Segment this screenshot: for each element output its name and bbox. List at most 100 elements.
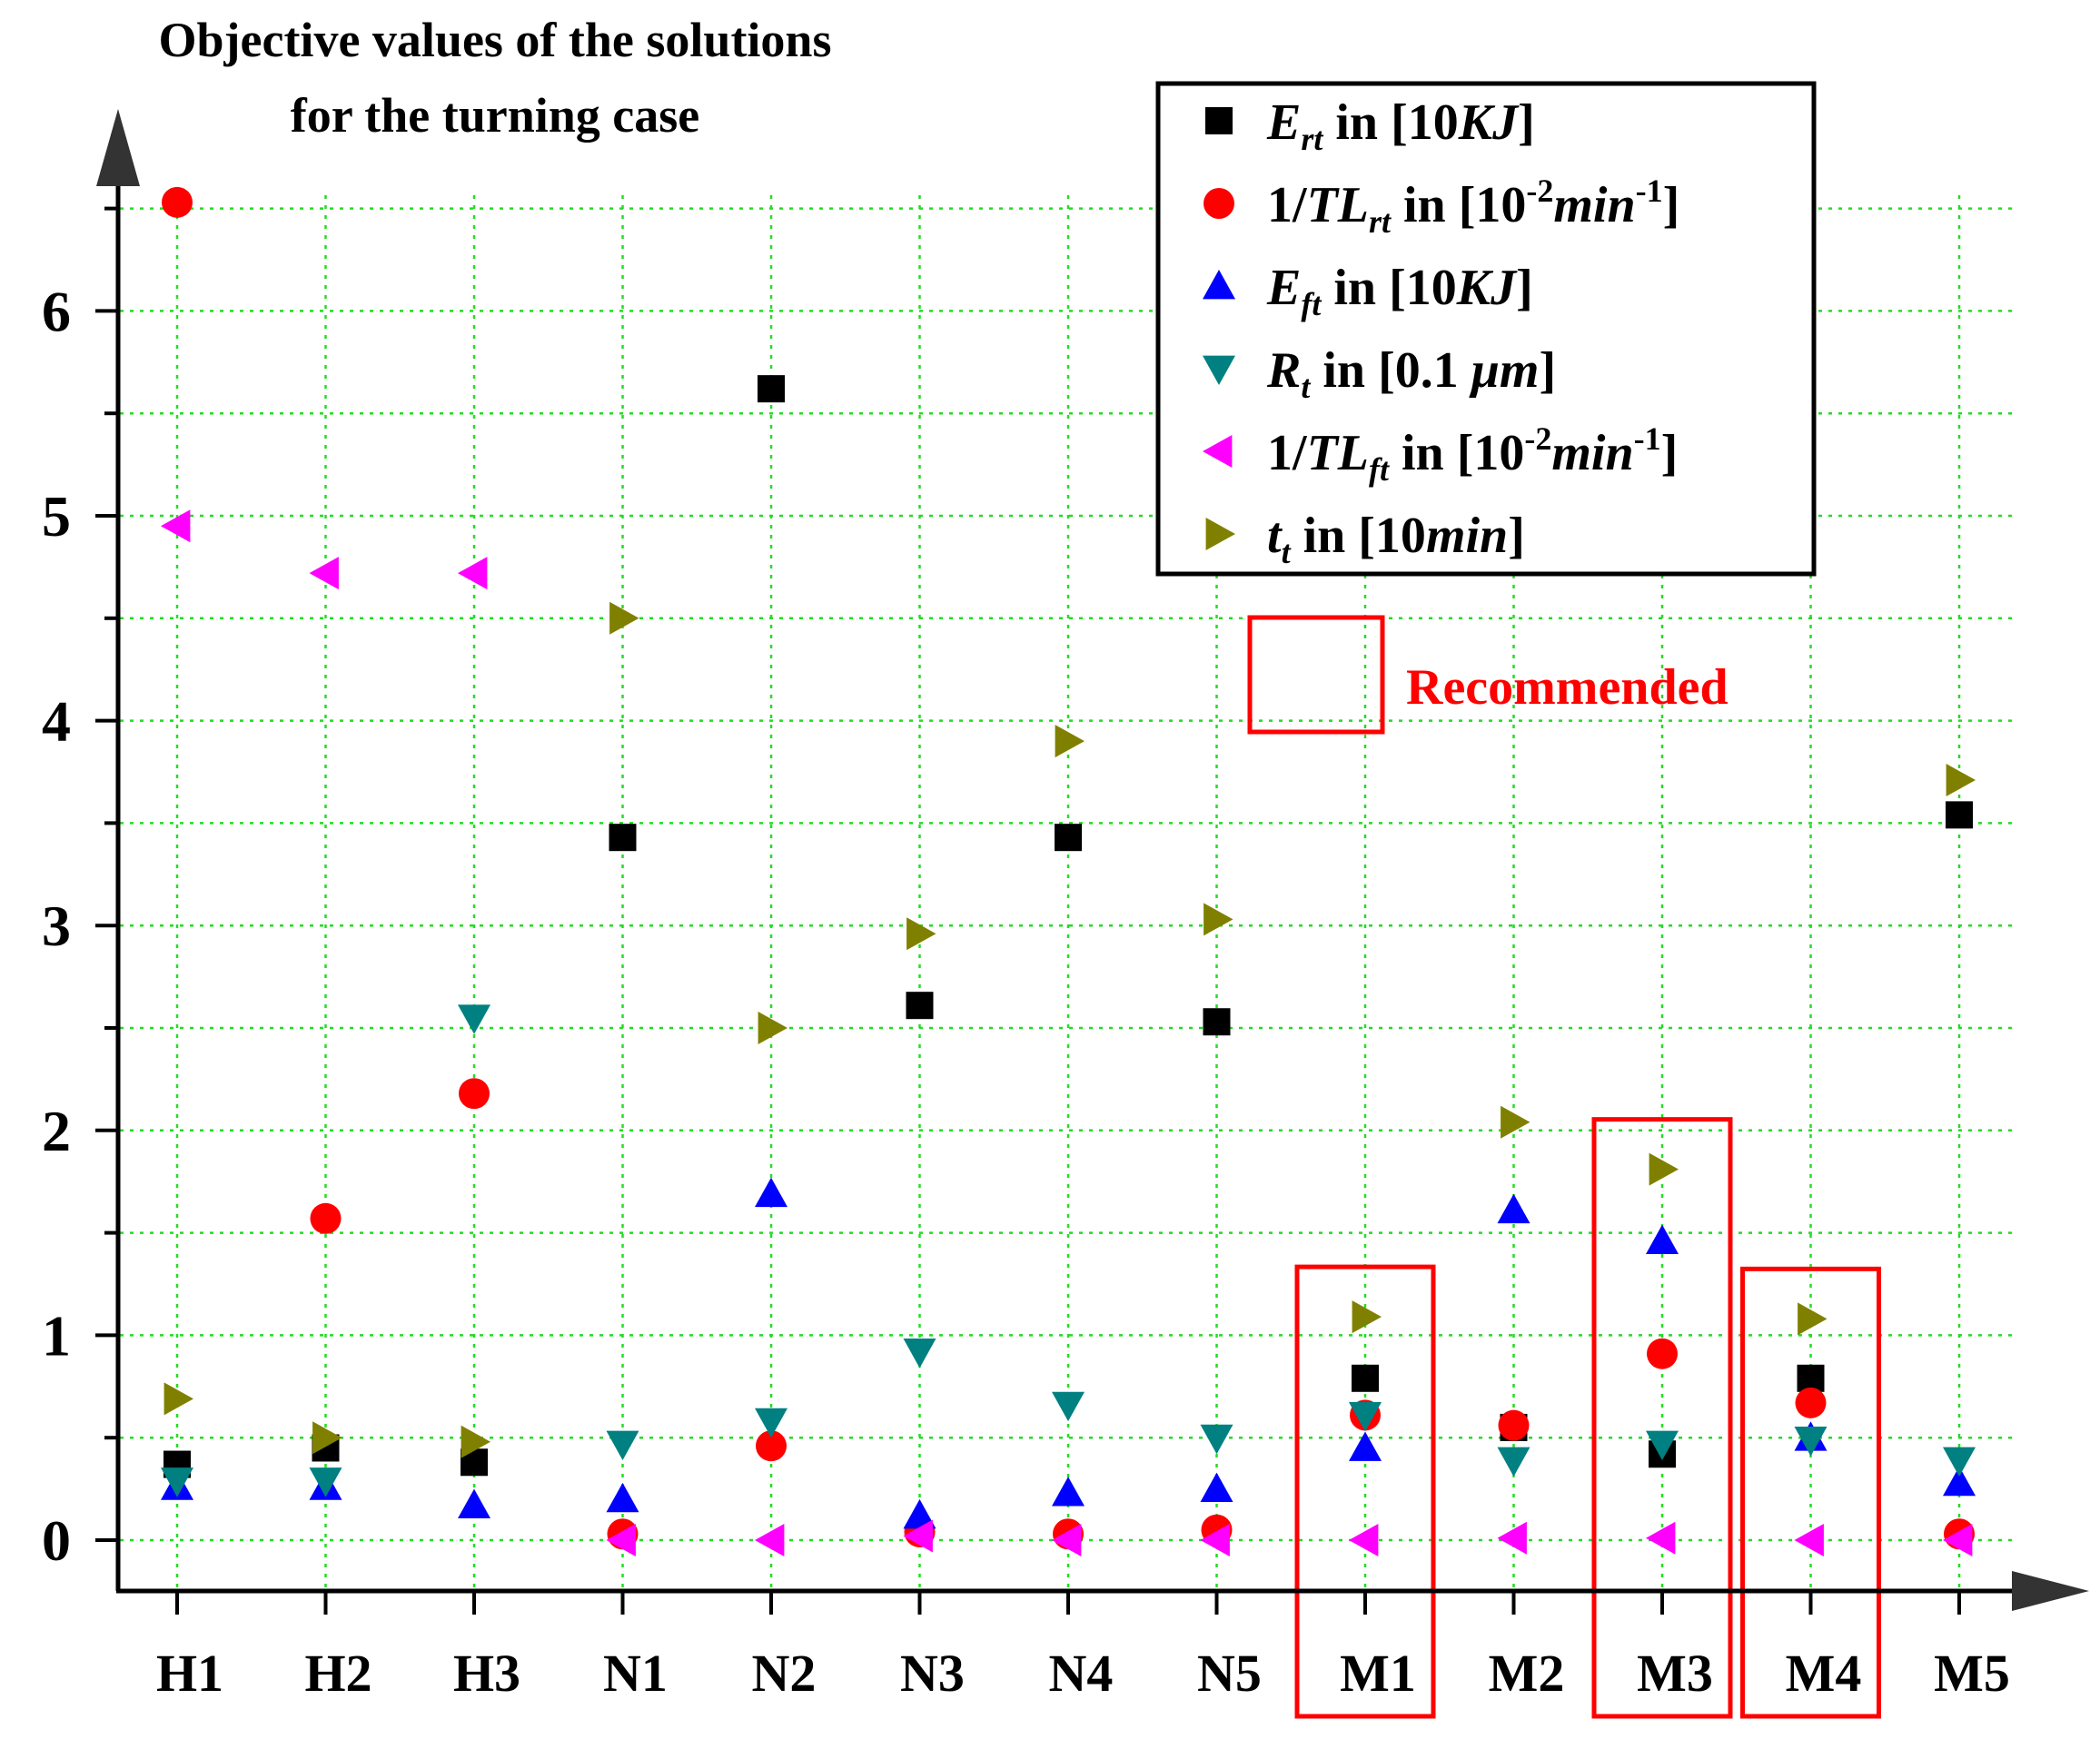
point-s6-m5 bbox=[1946, 764, 1976, 797]
point-s3-m2 bbox=[1497, 1193, 1530, 1224]
x-tick-label-n4: N4 bbox=[1049, 1644, 1114, 1703]
recommended-boxes bbox=[1294, 1117, 1881, 1719]
x-tick-label-m1: M1 bbox=[1340, 1644, 1416, 1703]
point-s1-n2 bbox=[758, 375, 785, 403]
point-s6-n5 bbox=[1204, 903, 1233, 936]
point-s4-m4 bbox=[1794, 1427, 1828, 1457]
point-s1-m5 bbox=[1946, 801, 1973, 829]
point-s3-n5 bbox=[1200, 1472, 1233, 1502]
y-tick-label: 0 bbox=[42, 1508, 71, 1573]
point-s4-m5 bbox=[1943, 1447, 1976, 1477]
recommended-box-m3 bbox=[1591, 1117, 1733, 1719]
point-s6-n1 bbox=[609, 601, 639, 635]
x-tick-label-m5: M5 bbox=[1934, 1644, 2010, 1703]
x-tick-label-n5: N5 bbox=[1197, 1644, 1262, 1703]
point-s1-n5 bbox=[1203, 1008, 1231, 1036]
x-tick-label-h2: H2 bbox=[304, 1644, 371, 1703]
legend-label-1: Ert in [10KJ] bbox=[1266, 94, 1535, 157]
point-s5-m5 bbox=[1943, 1524, 1973, 1556]
y-tick-label: 2 bbox=[42, 1099, 71, 1163]
point-s6-m4 bbox=[1798, 1302, 1828, 1336]
point-s4-m2 bbox=[1497, 1447, 1530, 1477]
point-s2-m4 bbox=[1795, 1387, 1827, 1418]
point-s6-n2 bbox=[758, 1012, 788, 1044]
point-s5-n3 bbox=[903, 1519, 933, 1553]
y-ticks: 0 1 2 3 4 5 6 bbox=[42, 206, 118, 1573]
point-s4-m3 bbox=[1646, 1430, 1679, 1460]
point-s3-n2 bbox=[755, 1177, 788, 1208]
legend-marker-6 bbox=[1205, 518, 1235, 550]
x-tick-label-m2: M2 bbox=[1489, 1644, 1565, 1703]
point-s5-h1 bbox=[161, 509, 191, 543]
point-s6-m2 bbox=[1501, 1105, 1530, 1139]
point-s3-m3 bbox=[1646, 1224, 1679, 1255]
point-s1-n3 bbox=[906, 992, 934, 1020]
y-axis-arrow bbox=[96, 109, 140, 186]
point-s2-h2 bbox=[310, 1202, 342, 1234]
point-s3-n3 bbox=[903, 1498, 936, 1529]
point-s5-h2 bbox=[309, 557, 339, 590]
point-s3-h3 bbox=[458, 1488, 490, 1519]
legend-label-4: Rt in [0.1 μm] bbox=[1266, 342, 1556, 405]
x-tick-label-m4: M4 bbox=[1786, 1644, 1862, 1703]
legend-marker-5 bbox=[1203, 435, 1233, 468]
y-tick-label: 6 bbox=[42, 279, 71, 343]
point-s3-m1 bbox=[1349, 1431, 1382, 1461]
axes bbox=[96, 109, 2089, 1611]
point-s3-n1 bbox=[606, 1482, 639, 1513]
point-s2-h1 bbox=[162, 186, 193, 218]
point-s6-n3 bbox=[906, 917, 936, 951]
point-s6-m3 bbox=[1649, 1152, 1679, 1186]
point-s6-h3 bbox=[461, 1425, 490, 1458]
legend-box bbox=[1155, 81, 1817, 577]
point-s4-h2 bbox=[309, 1467, 342, 1497]
point-s4-m1 bbox=[1349, 1401, 1382, 1432]
recommended-label: Recommended bbox=[1406, 659, 1729, 716]
data-markers bbox=[161, 186, 1976, 1556]
point-s5-m2 bbox=[1497, 1521, 1527, 1555]
x-tick-label-n1: N1 bbox=[603, 1644, 668, 1703]
point-s5-n4 bbox=[1052, 1524, 1082, 1556]
point-s1-n1 bbox=[609, 824, 637, 852]
point-s1-m1 bbox=[1352, 1364, 1379, 1392]
point-s1-m4 bbox=[1797, 1364, 1825, 1392]
x-ticks: H1 H2 H3 N1 N2 N3 N4 N5 M1 M2 M3 M4 M5 bbox=[156, 1591, 2010, 1703]
point-s2-h3 bbox=[459, 1078, 490, 1110]
legend-marker-3 bbox=[1203, 270, 1235, 300]
x-tick-label-n3: N3 bbox=[900, 1644, 965, 1703]
point-s6-h2 bbox=[312, 1421, 342, 1455]
point-s4-n5 bbox=[1200, 1424, 1233, 1455]
legend-label-6: tt in [10min] bbox=[1267, 508, 1525, 570]
legend-marker-4 bbox=[1203, 355, 1235, 385]
point-s5-m3 bbox=[1646, 1521, 1676, 1555]
legend-label-5: 1/TLft in [10-2min-1] bbox=[1267, 420, 1678, 488]
point-s3-m5 bbox=[1943, 1466, 1976, 1497]
point-s4-h3 bbox=[458, 1004, 490, 1034]
legend-label-3: Eft in [10KJ] bbox=[1266, 260, 1533, 322]
recommended-legend: Recommended bbox=[1247, 615, 1729, 735]
recommended-box-m1 bbox=[1294, 1264, 1436, 1719]
point-s5-h3 bbox=[458, 557, 488, 590]
point-s5-m4 bbox=[1794, 1524, 1824, 1556]
point-s2-n2 bbox=[756, 1430, 787, 1462]
legend-marker-2 bbox=[1204, 188, 1234, 219]
chart-title-line-1: Objective values of the solutions bbox=[159, 13, 832, 67]
point-s4-h1 bbox=[161, 1467, 193, 1497]
x-tick-label-m3: M3 bbox=[1637, 1644, 1713, 1703]
point-s6-h1 bbox=[163, 1382, 193, 1416]
recommended-swatch bbox=[1247, 615, 1385, 735]
point-s6-n4 bbox=[1055, 725, 1085, 758]
point-s6-m1 bbox=[1352, 1300, 1382, 1334]
point-s5-n2 bbox=[755, 1524, 785, 1556]
y-tick-label: 3 bbox=[42, 894, 71, 958]
x-tick-label-h1: H1 bbox=[156, 1644, 223, 1703]
point-s4-n4 bbox=[1052, 1391, 1085, 1422]
point-s3-n4 bbox=[1052, 1477, 1085, 1507]
legend-label-2: 1/TLrt in [10-2min-1] bbox=[1267, 173, 1679, 240]
point-s2-m2 bbox=[1498, 1409, 1530, 1441]
y-tick-label: 5 bbox=[42, 484, 71, 548]
point-s1-n4 bbox=[1055, 824, 1082, 852]
point-s5-n1 bbox=[606, 1524, 636, 1556]
chart-title-line-2: for the turning case bbox=[291, 88, 699, 143]
